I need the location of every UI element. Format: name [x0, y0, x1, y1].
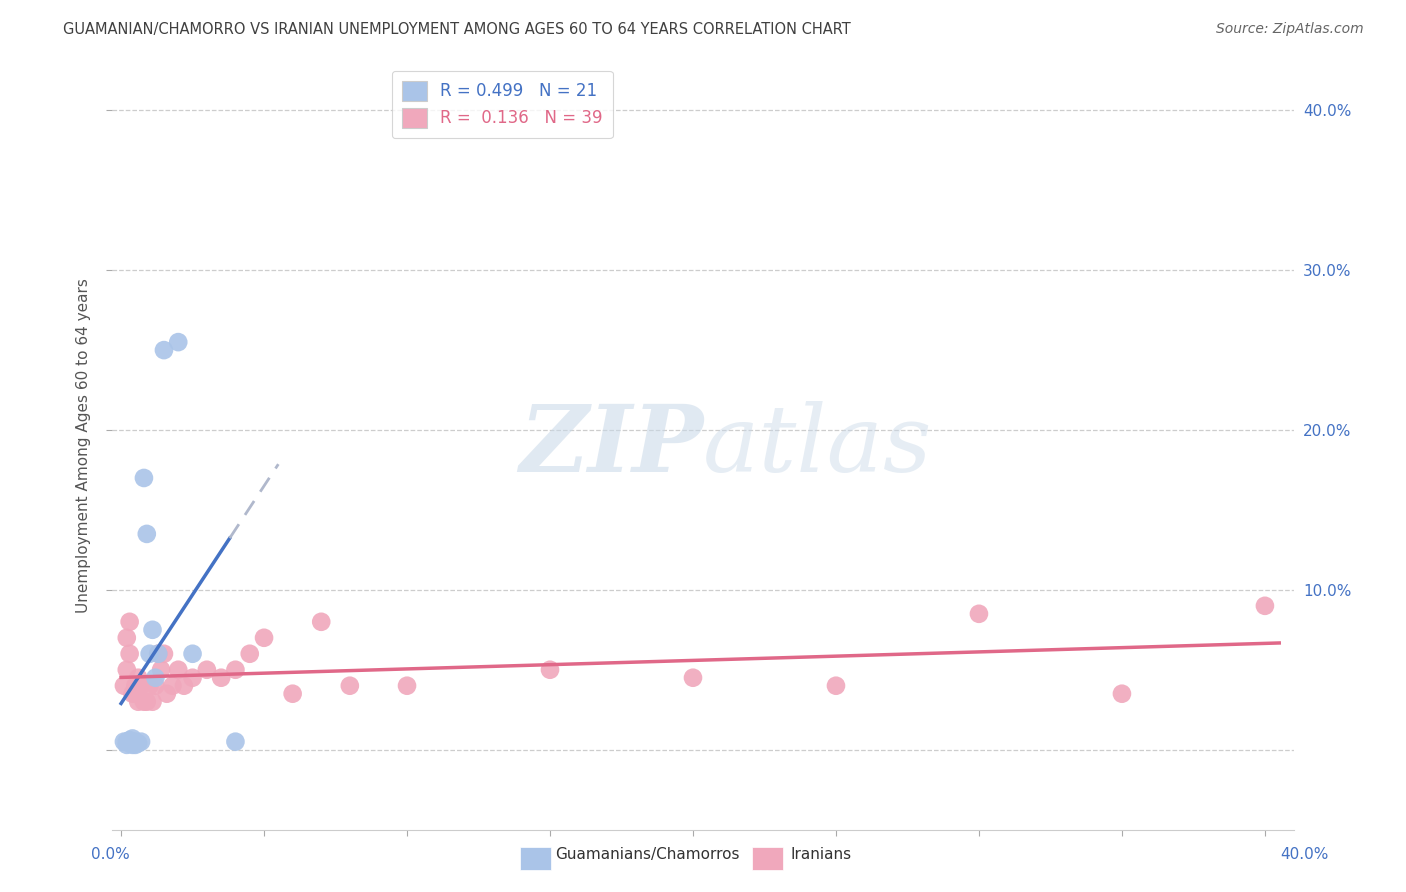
Point: [1111, 687, 1133, 701]
Point: [124, 687, 146, 701]
Point: [132, 695, 155, 709]
Point: [129, 679, 152, 693]
Point: [127, 695, 149, 709]
Point: [132, 471, 155, 485]
Point: [129, 734, 152, 748]
Point: [145, 671, 167, 685]
Point: [135, 527, 157, 541]
Point: [148, 647, 170, 661]
Point: [395, 679, 418, 693]
Point: [1254, 599, 1277, 613]
Point: [253, 631, 276, 645]
Y-axis label: Unemployment Among Ages 60 to 64 years: Unemployment Among Ages 60 to 64 years: [76, 278, 91, 614]
Point: [127, 736, 149, 750]
Point: [224, 734, 246, 748]
Point: [967, 607, 990, 621]
Point: [156, 687, 179, 701]
Point: [145, 679, 167, 693]
Point: [124, 738, 146, 752]
Point: [121, 731, 143, 746]
Point: [167, 663, 190, 677]
Point: [112, 734, 135, 748]
Point: [141, 695, 163, 709]
Point: [181, 671, 204, 685]
Point: [173, 679, 195, 693]
Point: [167, 335, 190, 350]
Point: [150, 663, 173, 677]
Point: [224, 663, 246, 677]
Point: [138, 679, 160, 693]
Text: Iranians: Iranians: [790, 847, 851, 862]
Legend: R = 0.499   N = 21, R =  0.136   N = 39: R = 0.499 N = 21, R = 0.136 N = 39: [392, 70, 613, 138]
Point: [181, 647, 204, 661]
Point: [538, 663, 561, 677]
Point: [153, 343, 176, 357]
Point: [339, 679, 361, 693]
Point: [124, 679, 146, 693]
Point: [115, 631, 138, 645]
Point: [195, 663, 218, 677]
Text: Source: ZipAtlas.com: Source: ZipAtlas.com: [1216, 22, 1364, 37]
Point: [148, 647, 170, 661]
Text: 40.0%: 40.0%: [1281, 847, 1329, 862]
Point: [124, 734, 146, 748]
Point: [135, 695, 157, 709]
Point: [118, 736, 141, 750]
Point: [153, 647, 176, 661]
Point: [309, 615, 332, 629]
Point: [115, 663, 138, 677]
Point: [118, 733, 141, 747]
Point: [138, 647, 160, 661]
Point: [239, 647, 262, 661]
Point: [682, 671, 704, 685]
Point: [118, 647, 141, 661]
Point: [121, 738, 143, 752]
Point: [115, 738, 138, 752]
Point: [118, 615, 141, 629]
Point: [162, 679, 184, 693]
Text: ZIP: ZIP: [519, 401, 703, 491]
Text: GUAMANIAN/CHAMORRO VS IRANIAN UNEMPLOYMENT AMONG AGES 60 TO 64 YEARS CORRELATION: GUAMANIAN/CHAMORRO VS IRANIAN UNEMPLOYME…: [63, 22, 851, 37]
Text: 0.0%: 0.0%: [91, 847, 131, 862]
Point: [141, 623, 163, 637]
Point: [127, 671, 149, 685]
Point: [121, 687, 143, 701]
Point: [281, 687, 304, 701]
Point: [115, 734, 138, 748]
Point: [209, 671, 232, 685]
Point: [825, 679, 848, 693]
Text: atlas: atlas: [703, 401, 932, 491]
Text: Guamanians/Chamorros: Guamanians/Chamorros: [555, 847, 740, 862]
Point: [112, 679, 135, 693]
